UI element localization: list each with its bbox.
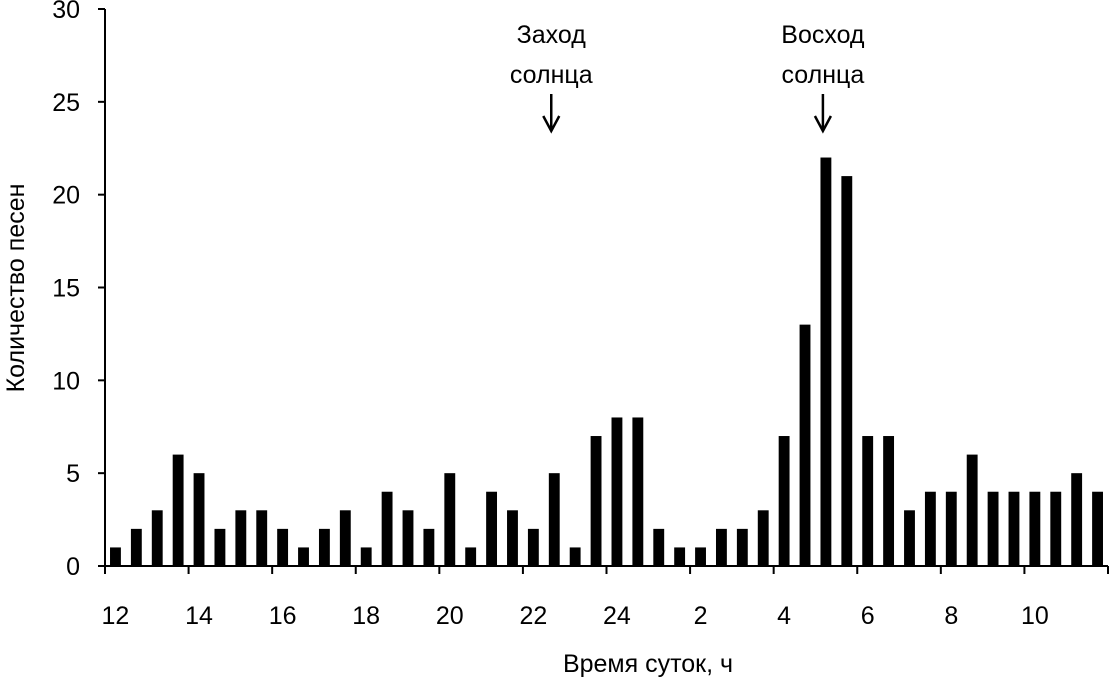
bar (277, 528, 289, 566)
bar (987, 491, 999, 566)
bars-group (110, 157, 1103, 566)
bar (778, 436, 790, 566)
bar (486, 491, 498, 566)
bar (1071, 473, 1083, 566)
x-tick-label: 18 (352, 602, 380, 630)
bar (235, 510, 247, 566)
bar (1029, 491, 1041, 566)
bar (674, 547, 686, 566)
bar (444, 473, 456, 566)
bar (632, 417, 644, 566)
bar (799, 324, 811, 566)
bar (256, 510, 268, 566)
bar (507, 510, 518, 566)
bar (1050, 491, 1062, 566)
bar (193, 473, 205, 566)
annotation-label-line: Заход (517, 21, 587, 49)
annotation: Заход солнца (510, 21, 593, 134)
annotations-group: Заход солнца Восход солнца (510, 21, 865, 134)
x-tick-label: 12 (102, 602, 130, 630)
x-tick-label: 14 (185, 602, 213, 630)
bar (695, 547, 706, 566)
annotation-arrow-head (813, 115, 833, 134)
y-axis-title: Количество песен (2, 184, 30, 393)
annotation-label-line: солнца (782, 61, 865, 89)
bar (110, 547, 121, 566)
x-tick-label: 22 (519, 602, 547, 630)
y-tick-label: 5 (66, 460, 80, 488)
bar (402, 510, 414, 566)
y-tick-label: 20 (52, 182, 80, 210)
bar (465, 547, 477, 566)
x-tick-label: 4 (777, 602, 791, 630)
x-tick-label: 24 (603, 602, 631, 630)
bar (360, 547, 372, 566)
bar (1008, 491, 1020, 566)
x-axis-title: Время суток, ч (563, 650, 733, 678)
annotation: Восход солнца (781, 21, 865, 134)
bar (569, 547, 581, 566)
bar (590, 436, 602, 566)
bar (904, 510, 915, 566)
bar (151, 510, 163, 566)
bar (945, 491, 957, 566)
y-tick-label: 25 (52, 89, 80, 117)
bar (757, 510, 769, 566)
x-tick-label: 6 (861, 602, 875, 630)
bar (736, 528, 748, 566)
bar (298, 547, 309, 566)
bar (527, 528, 539, 566)
bar (924, 491, 936, 566)
bar (423, 528, 435, 566)
y-tick-label: 15 (52, 275, 80, 303)
x-tick-label: 10 (1021, 602, 1049, 630)
annotation-arrow-head (542, 115, 561, 134)
annotation-label-line: солнца (510, 61, 593, 89)
bar (820, 157, 832, 566)
bar (862, 436, 874, 566)
bar (611, 417, 623, 566)
bar (548, 473, 560, 566)
bar (715, 528, 727, 566)
x-tick-label: 8 (944, 602, 958, 630)
bar (883, 436, 895, 566)
bar (339, 510, 351, 566)
bar (214, 528, 226, 566)
annotation-label-line: Восход (781, 21, 865, 49)
y-tick-label: 0 (66, 553, 80, 581)
y-tick-label: 30 (52, 0, 80, 24)
y-tick-label: 10 (52, 367, 80, 395)
bar (966, 454, 978, 566)
bar (172, 454, 184, 566)
x-tick-label: 16 (269, 602, 297, 630)
bar (1092, 491, 1103, 566)
bar (130, 528, 142, 566)
x-ticks-group: 12 14 16 18 20 22 24 2 4 6 8 10 (102, 566, 1109, 630)
bar (318, 528, 330, 566)
bar (381, 491, 393, 566)
bar (653, 528, 665, 566)
bar (841, 176, 853, 566)
axes-group (104, 9, 1108, 567)
x-tick-label: 2 (694, 602, 708, 630)
x-tick-label: 20 (436, 602, 464, 630)
y-ticks-group: 0 5 10 15 20 25 30 (52, 0, 105, 581)
